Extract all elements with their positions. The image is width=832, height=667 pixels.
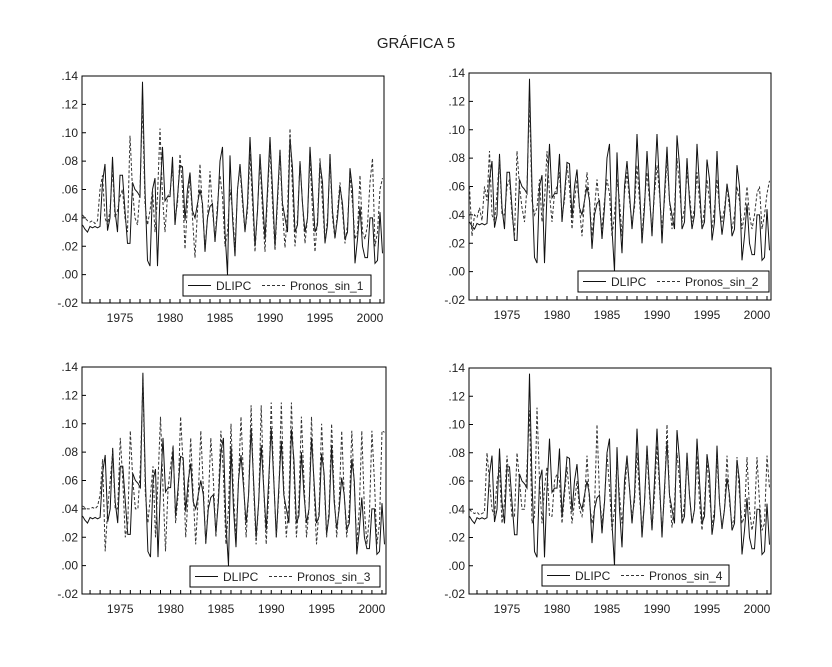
x-tick-label: 1990 [644,308,671,322]
x-tick-label: 1995 [307,311,334,325]
y-tick-label: .06 [448,180,465,194]
y-tick-label: .06 [61,183,78,197]
x-tick-label: 2000 [744,602,771,616]
legend-label: Pronos_sin_3 [297,570,371,584]
y-tick-label: .10 [448,123,465,137]
x-tick-label: 1985 [594,602,621,616]
x-tick-label: 1980 [544,308,571,322]
x-tick-label: 2000 [359,602,386,616]
legend-label: Pronos_sin_4 [649,569,723,583]
x-tick-label: 1975 [494,602,521,616]
x-tick-label: 1995 [694,308,721,322]
y-tick-label: .08 [61,445,78,459]
y-tick-label: .12 [448,389,465,403]
legend-box [541,564,730,587]
x-tick-label: 1985 [207,311,234,325]
series-line-dlipc [82,372,385,566]
x-tick-label: 1990 [258,602,285,616]
series-line-pronos-sin-3 [82,381,385,552]
y-tick-label: .08 [448,151,465,165]
legend: DLIPC Pronos_sin_4 [541,564,730,587]
y-tick-label: .04 [61,502,78,516]
legend-label: DLIPC [223,570,259,584]
y-tick-label: -.02 [444,587,465,601]
legend: DLIPC Pronos_sin_1 [182,274,372,297]
y-tick-label: .06 [448,474,465,488]
x-tick-label: 1975 [107,602,134,616]
y-tick-label: .14 [61,360,78,374]
y-tick-label: .02 [448,531,465,545]
series-line-dlipc [469,373,770,566]
x-tick-label: 1995 [308,602,335,616]
plot-frame [468,72,772,301]
y-tick-label: .04 [448,208,465,222]
legend-label: Pronos_sin_1 [290,279,364,293]
legend-label: DLIPC [575,569,611,583]
x-tick-label: 1990 [257,311,284,325]
y-tick-label: -.02 [444,293,465,307]
figure-title: GRÁFICA 5 [377,35,455,52]
plot-frame [81,366,387,595]
y-tick-label: .10 [61,417,78,431]
y-tick-label: .12 [61,388,78,402]
x-tick-label: 1980 [157,602,184,616]
legend: DLIPC Pronos_sin_2 [577,270,770,293]
chart-panel-1: .14 .12 .10 .08 .06 .04 .02 .00 -.02 1975 1980 1985… [57,69,385,325]
y-tick-label: .04 [61,211,78,225]
y-tick-label: .02 [61,239,78,253]
x-tick-label: 1990 [644,602,671,616]
legend-label: DLIPC [611,275,647,289]
plot-frame [81,75,385,304]
y-tick-label: .14 [448,66,465,80]
x-tick-label: 1985 [594,308,621,322]
x-tick-label: 2000 [744,308,771,322]
series-line-pronos-sin-1 [82,104,383,258]
y-tick-label: .00 [448,559,465,573]
y-tick-label: .10 [448,418,465,432]
y-tick-label: .02 [448,236,465,250]
y-tick-label: -.02 [57,296,78,310]
chart-panel-4: .14 .12 .10 .08 .06 .04 .02 .00 -.02 1975 1980 1985… [444,361,772,616]
y-tick-label: .08 [61,154,78,168]
y-tick-label: .00 [61,268,78,282]
series-line-pronos-sin-4 [469,407,770,531]
y-tick-label: .14 [61,69,78,83]
series-line-dlipc [82,81,383,275]
x-tick-label: 1985 [208,602,235,616]
y-tick-label: .12 [61,97,78,111]
legend: DLIPC Pronos_sin_3 [189,565,381,588]
legend-label: Pronos_sin_2 [685,275,759,289]
series-line-pronos-sin-2 [469,101,770,237]
y-tick-label: .02 [61,530,78,544]
y-tick-label: .10 [61,126,78,140]
y-tick-label: .12 [448,94,465,108]
series-line-dlipc [469,78,770,272]
chart-panel-3: .14 .12 .10 .08 .06 .04 .02 .00 -.02 1975 1980 1985… [57,360,387,616]
x-tick-label: 1980 [157,311,184,325]
x-tick-label: 1975 [107,311,134,325]
y-tick-label: .14 [448,361,465,375]
y-tick-label: .08 [448,446,465,460]
x-tick-label: 2000 [357,311,384,325]
y-tick-label: .00 [61,559,78,573]
y-tick-label: .06 [61,474,78,488]
x-tick-label: 1975 [494,308,521,322]
y-tick-label: .04 [448,502,465,516]
y-tick-label: -.02 [57,587,78,601]
y-tick-label: .00 [448,265,465,279]
x-tick-label: 1980 [544,602,571,616]
chart-panel-2: .14 .12 .10 .08 .06 .04 .02 .00 -.02 1975 1980 1985… [444,66,772,322]
legend-label: DLIPC [216,279,252,293]
x-tick-label: 1995 [694,602,721,616]
